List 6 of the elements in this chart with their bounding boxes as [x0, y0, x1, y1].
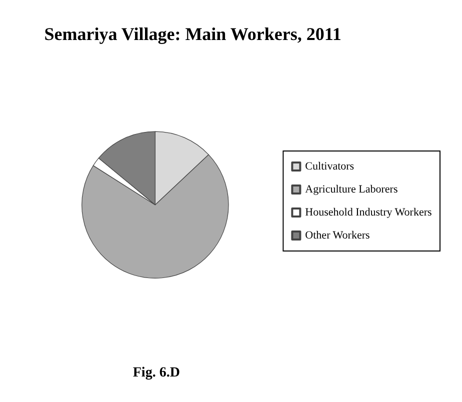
legend-label: Cultivators — [305, 160, 354, 172]
legend-label: Household Industry Workers — [305, 206, 432, 218]
chart-title: Semariya Village: Main Workers, 2011 — [44, 24, 342, 44]
legend-label: Other Workers — [305, 230, 370, 242]
caption: Fig. 6.D — [132, 366, 180, 380]
legend-label: Agriculture Laborers — [305, 184, 398, 196]
